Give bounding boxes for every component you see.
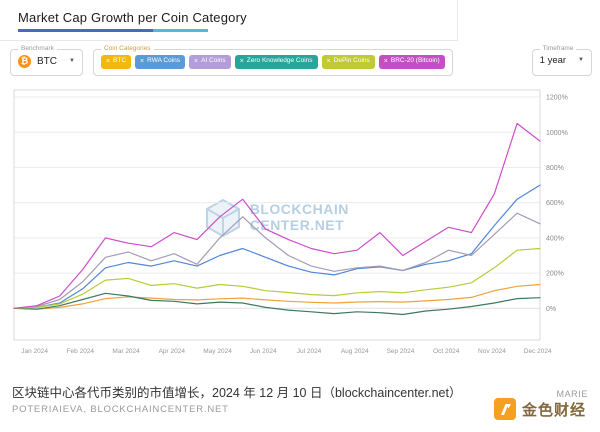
series-line-rwa-coins — [13, 184, 541, 309]
category-chip-btc[interactable]: × BTC — [100, 54, 132, 69]
y-tick-label: 1000% — [546, 130, 568, 137]
remove-icon[interactable]: × — [140, 58, 145, 65]
controls-row: Benchmark ₿ BTC ▼ Coin Categories × BTC × R… — [10, 45, 592, 76]
x-tick-label: Oct 2024 — [433, 348, 460, 355]
y-tick-label: 800% — [546, 165, 564, 172]
timeframe-value: 1 year — [539, 54, 567, 66]
plot-border — [13, 89, 541, 341]
btc-icon: ₿ — [18, 54, 31, 68]
timeframe-label: Timeframe — [542, 45, 574, 52]
chevron-down-icon[interactable]: ▼ — [578, 57, 584, 63]
x-tick-label: Apr 2024 — [159, 348, 186, 355]
y-tick-label: 200% — [546, 271, 564, 278]
footer-caption-row: 区块链中心各代币类别的市值增长，2024 年 12 月 10 日（blockch… — [12, 382, 588, 401]
chip-label: BRC-20 (Bitcoin) — [390, 57, 440, 65]
timeframe-value-row: 1 year ▼ — [540, 55, 584, 66]
benchmark-label: Benchmark — [21, 45, 54, 52]
jinse-finance-icon — [493, 398, 516, 420]
y-tick-label: 0% — [546, 306, 556, 313]
title-underline-right — [153, 29, 208, 32]
category-chip-ai-coins[interactable]: × AI Coins — [189, 54, 231, 69]
chip-label: AI Coins — [201, 57, 226, 65]
chip-label: BTC — [113, 57, 127, 65]
x-tick-label: Jan 2024 — [21, 348, 48, 355]
series-line-ai-coins — [13, 212, 541, 309]
chart-svg: 0% 200% 400% 600% 800% 1000% 1200% Jan 2024 Feb … — [13, 89, 568, 355]
watermark-line1: BLOCKCHAIN — [249, 201, 349, 218]
chart-area: BLOCKCHAIN CENTER.NET 0% 200% 400% 600% 800%… — [10, 86, 590, 366]
jinse-logo: 金色财经 — [493, 398, 586, 420]
chip-label: DePin Coins — [333, 57, 370, 65]
x-tick-label: Feb 2024 — [67, 348, 95, 355]
category-chip-list: × BTC × RWA Coins × AI Coins × Zero Knowledge C… — [100, 54, 445, 69]
remove-icon[interactable]: × — [105, 58, 111, 65]
jinse-brand-text: 金色财经 — [521, 401, 586, 419]
y-tick-label: 600% — [546, 200, 564, 207]
benchmark-select[interactable]: Benchmark ₿ BTC ▼ — [10, 45, 83, 76]
chip-label: RWA Coins — [147, 57, 181, 65]
x-tick-label: Mar 2024 — [112, 348, 140, 355]
credit-name: MARIE — [556, 389, 588, 399]
x-tick-label: Jul 2024 — [297, 348, 322, 355]
x-tick-label: Sep 2024 — [387, 348, 415, 355]
remove-icon[interactable]: × — [239, 58, 244, 65]
benchmark-value: BTC — [37, 55, 57, 67]
x-tick-label: Aug 2024 — [341, 348, 369, 355]
title-underline-left — [18, 29, 153, 32]
category-chip-brc-20-bitcoin-[interactable]: × BRC-20 (Bitcoin) — [378, 54, 445, 69]
title-panel: Market Cap Growth per Coin Category — [0, 0, 458, 41]
series-line-zero-knowledge-coins — [13, 292, 541, 316]
benchmark-value-row: ₿ BTC ▼ — [18, 54, 75, 68]
title-underline — [18, 29, 208, 32]
remove-icon[interactable]: × — [326, 58, 331, 65]
chip-label: Zero Knowledge Coins — [246, 57, 313, 65]
watermark-text: BLOCKCHAIN CENTER.NET — [249, 201, 349, 233]
coin-categories-label: Coin Categories — [103, 45, 151, 52]
remove-icon[interactable]: × — [194, 58, 199, 65]
watermark-line2: CENTER.NET — [249, 216, 345, 233]
series-line-depin-coins — [13, 247, 541, 309]
x-tick-label: Nov 2024 — [478, 348, 506, 355]
series-line-brc-20-bitcoin- — [13, 122, 541, 309]
credit-source: POTERIAIEVA, BLOCKCHAINCENTER.NET — [12, 404, 229, 415]
series-line-btc — [13, 283, 541, 310]
timeframe-select[interactable]: Timeframe 1 year ▼ — [531, 45, 592, 76]
category-chip-depin-coins[interactable]: × DePin Coins — [321, 54, 375, 69]
x-tick-label: Jun 2024 — [250, 348, 277, 355]
x-tick-label: Dec 2024 — [524, 348, 552, 355]
page-title: Market Cap Growth per Coin Category — [18, 10, 247, 25]
x-tick-label: May 2024 — [203, 348, 232, 355]
y-tick-label: 1200% — [546, 95, 568, 102]
remove-icon[interactable]: × — [383, 58, 388, 65]
y-tick-label: 400% — [546, 235, 564, 242]
coin-categories-field: Coin Categories × BTC × RWA Coins × AI Coins ×… — [92, 45, 453, 76]
chevron-down-icon[interactable]: ▼ — [69, 58, 75, 64]
category-chip-zero-knowledge-coins[interactable]: × Zero Knowledge Coins — [234, 54, 318, 69]
caption-text: 区块链中心各代币类别的市值增长，2024 年 12 月 10 日（blockch… — [12, 386, 462, 400]
category-chip-rwa-coins[interactable]: × RWA Coins — [135, 54, 186, 69]
